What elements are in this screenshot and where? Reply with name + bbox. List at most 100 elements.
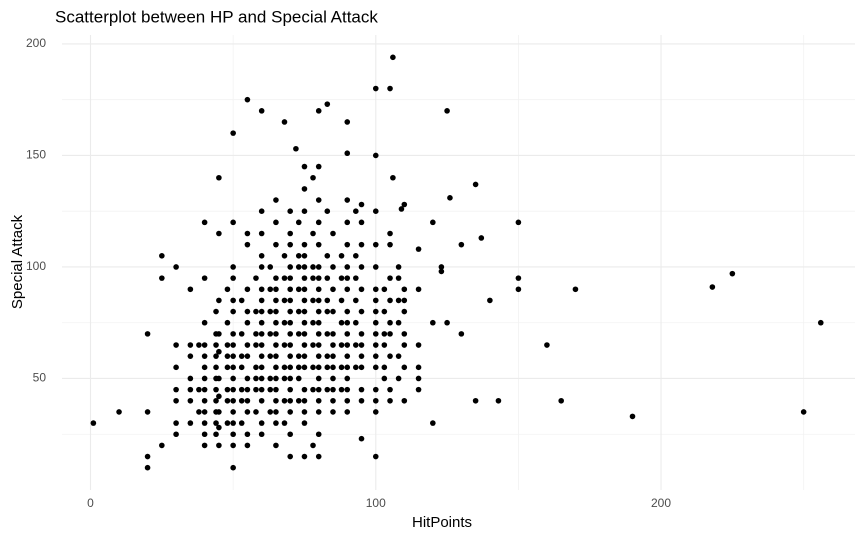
point [330,230,336,237]
point [381,286,388,293]
point [358,353,365,359]
point [372,241,379,248]
point [273,241,279,248]
point [230,464,236,471]
point [629,413,636,420]
point [295,364,302,371]
point [358,342,365,348]
y-tick-label: 200 [26,36,46,50]
point [258,331,265,337]
point [315,319,322,326]
point [230,409,236,415]
point [372,208,379,215]
point [324,386,331,393]
point [301,297,308,304]
point [310,275,316,281]
point [315,286,322,293]
point [387,319,393,326]
point [213,386,219,393]
point [324,364,331,371]
point [273,397,279,404]
point [301,308,308,315]
point [287,208,294,215]
point [387,275,393,281]
point [287,364,294,371]
point [344,319,351,326]
point [301,353,308,359]
point [310,386,316,393]
point [196,342,202,348]
x-axis-title: HitPoints [412,514,472,531]
point [273,319,279,326]
x-tick-label: 200 [651,496,671,510]
point [267,386,274,393]
point [372,397,379,404]
point [238,364,245,371]
point [315,264,322,270]
point [295,308,302,315]
point [201,409,208,415]
point [244,286,251,293]
points [90,54,824,471]
point [281,420,288,426]
point [330,286,336,293]
point [430,319,436,326]
point [90,420,97,426]
point [372,364,379,371]
point [216,442,222,449]
point [381,342,388,348]
point [216,409,222,415]
point [258,319,265,326]
point [273,364,279,371]
grid: 0 100 200 50 100 150 200 [26,35,855,510]
point [287,241,294,248]
point [216,375,222,382]
point [287,297,294,304]
point [572,286,579,293]
point [258,364,265,371]
point [244,397,251,404]
point [344,219,351,226]
point [301,397,308,404]
point [387,85,393,92]
point [330,264,336,270]
point [381,364,388,371]
point [444,108,450,114]
point [253,375,259,382]
point [244,342,251,348]
point [324,331,331,337]
point [159,253,165,259]
point [230,297,236,304]
point [267,375,274,382]
point [401,201,408,208]
point [244,353,251,359]
point [281,275,288,281]
point [315,163,322,170]
point [458,241,465,248]
point [295,286,302,293]
point [281,397,288,404]
point [173,364,179,371]
point [201,375,208,382]
point [216,174,222,181]
point [224,397,231,404]
point [287,319,294,326]
point [230,275,236,281]
point [372,297,379,304]
point [344,397,351,404]
point [301,364,308,371]
point [401,397,408,404]
point [173,420,179,426]
point [301,319,308,326]
point [201,397,208,404]
point [401,342,408,348]
point [315,219,322,226]
point [287,431,294,438]
point [438,264,445,270]
point [310,364,316,371]
point [230,342,236,348]
point [472,181,479,188]
y-tick-label: 50 [33,371,47,385]
point [295,353,302,359]
point [213,431,219,438]
